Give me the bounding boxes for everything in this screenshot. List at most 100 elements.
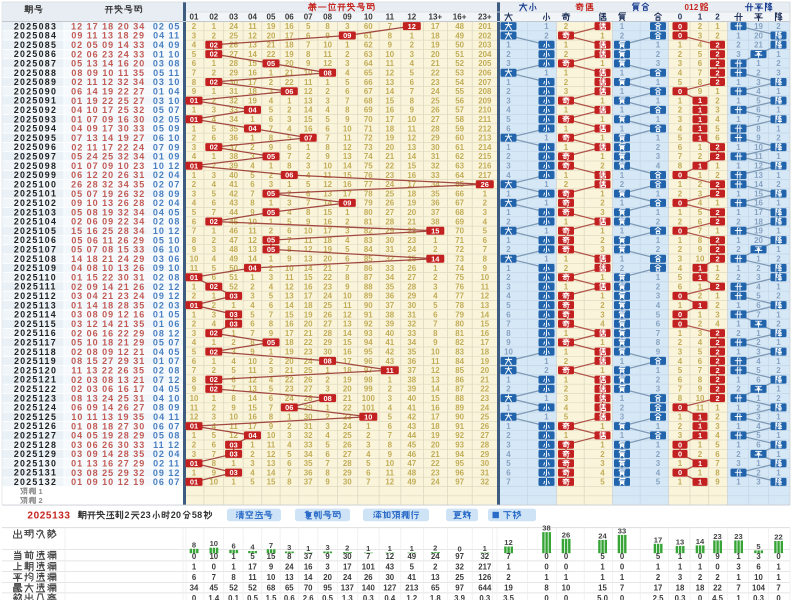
svg-text:4: 4 <box>715 115 720 124</box>
svg-text:2: 2 <box>756 468 761 477</box>
svg-text:75: 75 <box>455 273 464 282</box>
svg-text:19: 19 <box>304 310 313 319</box>
svg-text:1: 1 <box>600 31 605 40</box>
svg-text:2: 2 <box>678 422 683 431</box>
svg-text:4: 4 <box>656 301 661 310</box>
svg-text:6: 6 <box>756 441 761 450</box>
svg-text:3: 3 <box>600 245 605 254</box>
svg-text:04 10 17 25 32: 04 10 17 25 32 <box>71 105 145 115</box>
svg-text:01: 01 <box>190 459 198 468</box>
svg-text:3: 3 <box>212 310 217 319</box>
svg-text:1: 1 <box>192 124 197 133</box>
svg-text:15: 15 <box>323 208 332 217</box>
svg-text:2: 2 <box>192 180 197 189</box>
svg-text:1: 1 <box>656 273 661 282</box>
svg-text:25: 25 <box>343 431 352 440</box>
svg-text:17: 17 <box>654 584 663 593</box>
svg-text:4: 4 <box>715 320 720 329</box>
svg-text:4: 4 <box>506 450 511 459</box>
svg-text:4: 4 <box>287 441 292 450</box>
svg-text:2: 2 <box>715 375 719 384</box>
svg-text:94: 94 <box>364 338 373 347</box>
svg-text:0.3: 0.3 <box>675 594 687 600</box>
svg-text:6: 6 <box>231 375 236 384</box>
svg-text:3: 3 <box>600 310 605 319</box>
svg-text:012: 012 <box>685 3 699 12</box>
svg-text:31: 31 <box>407 310 416 319</box>
svg-text:2: 2 <box>776 180 781 189</box>
svg-text:18: 18 <box>385 124 394 133</box>
svg-text:28: 28 <box>407 282 416 291</box>
svg-text:08 09: 08 09 <box>153 189 181 199</box>
svg-text:32: 32 <box>229 96 238 105</box>
svg-text:1: 1 <box>736 31 741 40</box>
svg-text:7: 7 <box>698 69 703 78</box>
svg-text:04 11: 04 11 <box>153 31 180 41</box>
svg-text:2025100: 2025100 <box>14 179 57 189</box>
svg-text:6: 6 <box>212 134 217 143</box>
svg-text:1: 1 <box>736 301 741 310</box>
svg-text:6: 6 <box>756 375 761 384</box>
svg-text:1: 1 <box>736 422 741 431</box>
svg-text:2025108: 2025108 <box>14 254 57 264</box>
svg-text:3: 3 <box>506 59 511 68</box>
svg-text:5: 5 <box>306 180 311 189</box>
svg-text:6: 6 <box>388 422 393 431</box>
svg-text:7: 7 <box>345 96 350 105</box>
svg-text:5: 5 <box>287 217 292 226</box>
svg-text:4: 4 <box>756 282 761 291</box>
svg-text:5: 5 <box>506 459 511 468</box>
svg-text:5: 5 <box>756 542 761 551</box>
svg-text:2: 2 <box>212 301 217 310</box>
svg-text:1: 1 <box>600 59 605 68</box>
svg-text:1: 1 <box>656 208 661 217</box>
svg-text:4: 4 <box>269 282 274 291</box>
svg-text:01 09: 01 09 <box>153 152 181 162</box>
svg-text:1: 1 <box>620 87 625 96</box>
svg-text:15: 15 <box>304 115 313 124</box>
svg-text:03: 03 <box>229 319 237 328</box>
svg-text:02 04: 02 04 <box>153 170 181 180</box>
svg-text:11: 11 <box>248 573 257 582</box>
svg-text:04 08 10 13 26: 04 08 10 13 26 <box>71 263 145 273</box>
svg-text:9: 9 <box>715 478 720 487</box>
svg-text:2: 2 <box>483 199 488 208</box>
svg-text:7: 7 <box>192 227 197 236</box>
svg-text:68: 68 <box>455 208 464 217</box>
svg-text:0: 0 <box>678 13 683 22</box>
svg-text:2: 2 <box>776 366 781 375</box>
svg-text:126: 126 <box>478 573 492 582</box>
svg-text:6: 6 <box>345 87 350 96</box>
svg-text:9: 9 <box>231 403 236 412</box>
svg-text:10: 10 <box>431 348 440 357</box>
svg-text:2: 2 <box>715 217 719 226</box>
svg-text:2025119: 2025119 <box>14 356 57 366</box>
svg-text:0: 0 <box>776 594 781 600</box>
svg-text:1: 1 <box>600 441 605 450</box>
svg-text:05: 05 <box>267 208 275 217</box>
svg-text:11 13 22 26 35: 11 13 22 26 35 <box>71 366 145 376</box>
svg-text:1: 1 <box>776 413 781 422</box>
svg-text:52: 52 <box>229 282 238 291</box>
svg-text:0.5: 0.5 <box>247 594 259 600</box>
svg-text:1: 1 <box>656 441 661 450</box>
svg-text:22: 22 <box>285 78 294 87</box>
svg-text:9: 9 <box>698 87 703 96</box>
svg-text:25: 25 <box>304 366 313 375</box>
svg-text:2: 2 <box>736 41 741 50</box>
svg-text:8: 8 <box>192 540 196 549</box>
svg-text:2: 2 <box>736 385 741 394</box>
svg-text:1: 1 <box>698 282 703 291</box>
svg-text:7: 7 <box>388 431 393 440</box>
svg-text:3: 3 <box>269 366 274 375</box>
svg-text:4: 4 <box>345 236 350 245</box>
svg-text:1: 1 <box>698 459 702 468</box>
svg-text:26: 26 <box>364 573 373 582</box>
svg-text:71: 71 <box>364 124 373 133</box>
svg-text:212: 212 <box>478 124 492 133</box>
svg-text:05: 05 <box>267 152 275 161</box>
svg-text:5: 5 <box>564 413 569 422</box>
svg-text:2: 2 <box>715 78 719 87</box>
svg-text:18: 18 <box>431 31 440 40</box>
svg-text:1: 1 <box>715 292 720 301</box>
